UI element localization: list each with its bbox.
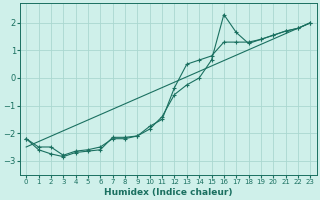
X-axis label: Humidex (Indice chaleur): Humidex (Indice chaleur) [104,188,233,197]
